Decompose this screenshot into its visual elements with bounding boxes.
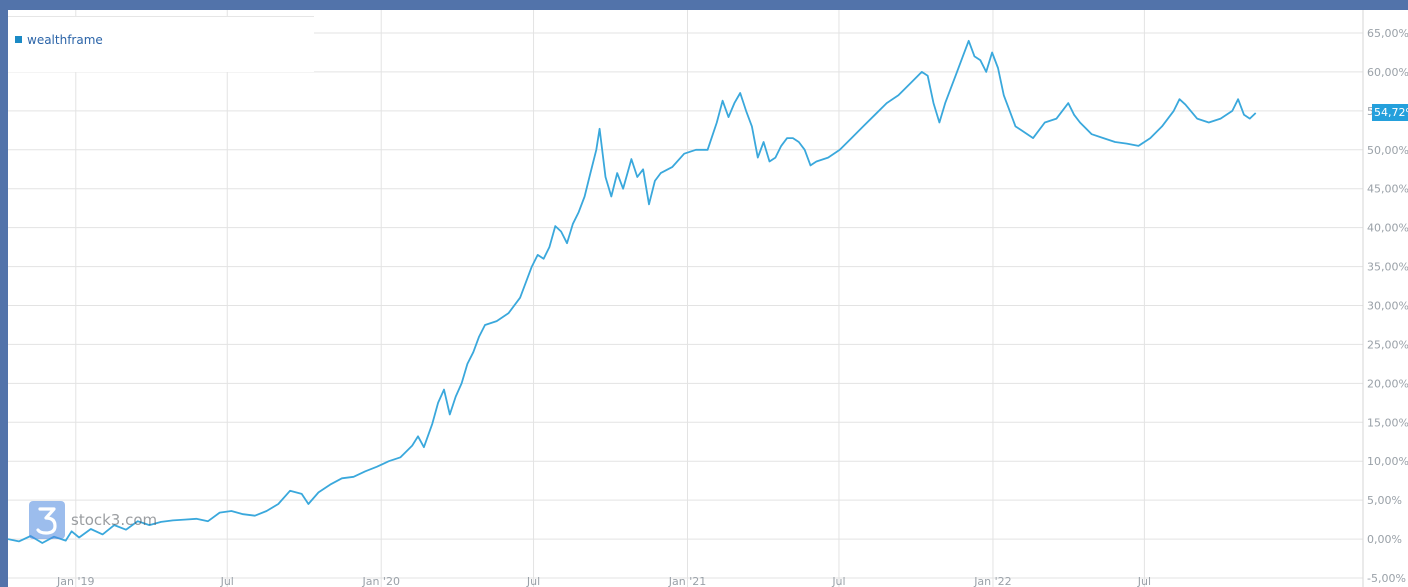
watermark: stock3.com: [29, 501, 157, 539]
x-tick-label: Jan '20: [361, 575, 399, 587]
stock3-logo-icon: [29, 501, 65, 539]
y-tick-label: 5,00%: [1367, 494, 1402, 507]
y-tick-label: 60,00%: [1367, 66, 1408, 79]
series-layer: [8, 39, 1257, 544]
legend-label[interactable]: wealthframe: [27, 33, 103, 47]
legend: wealthframe: [8, 16, 314, 72]
y-tick-label: 15,00%: [1367, 416, 1408, 429]
y-tick-label: 45,00%: [1367, 183, 1408, 196]
y-tick-label: 65,00%: [1367, 27, 1408, 40]
y-tick-label: 0,00%: [1367, 533, 1402, 546]
last-value-badge: 54,72%: [1372, 104, 1408, 121]
x-tick-label: Jan '21: [668, 575, 706, 587]
x-axis: Jan '19 Jul Jan '20 Jul Jan '21 Jul Jan '22 Jul: [56, 575, 1151, 587]
grid-layer: [8, 10, 1364, 587]
x-tick-label: Jan '19: [56, 575, 94, 587]
y-tick-label: 20,00%: [1367, 377, 1408, 390]
chart: 65,00%60,00%55,00%50,00%45,00%40,00%35,0…: [8, 10, 1408, 587]
y-tick-label: 25,00%: [1367, 338, 1408, 351]
y-tick-label: 35,00%: [1367, 261, 1408, 274]
x-tick-label: Jul: [526, 575, 540, 587]
x-tick-label: Jan '22: [973, 575, 1011, 587]
y-tick-label: 50,00%: [1367, 144, 1408, 157]
y-tick-label: 10,00%: [1367, 455, 1408, 468]
y-tick-label: 40,00%: [1367, 222, 1408, 235]
x-tick-label: Jul: [1137, 575, 1151, 587]
y-tick-label: -5,00%: [1367, 572, 1406, 585]
series-line-wealthframe: [8, 39, 1257, 544]
x-tick-label: Jul: [831, 575, 845, 587]
y-tick-label: 30,00%: [1367, 300, 1408, 313]
plot-area: 65,00%60,00%55,00%50,00%45,00%40,00%35,0…: [8, 10, 1408, 587]
legend-swatch: [15, 36, 22, 43]
watermark-text: stock3.com: [71, 511, 158, 529]
x-tick-label: Jul: [220, 575, 234, 587]
